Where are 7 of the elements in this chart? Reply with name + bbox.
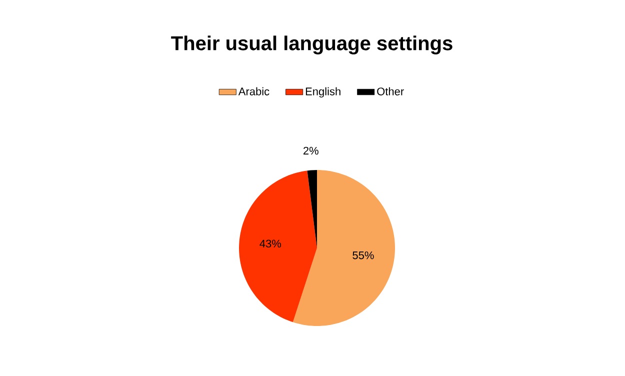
legend-label: Other xyxy=(377,87,404,96)
legend-label: Arabic xyxy=(238,87,270,96)
data-label: 43% xyxy=(260,240,282,248)
data-label: 2% xyxy=(303,146,318,155)
chart-title: Their usual language settings xyxy=(171,36,452,54)
legend-label: English xyxy=(306,87,340,98)
data-label: 55% xyxy=(352,251,374,260)
